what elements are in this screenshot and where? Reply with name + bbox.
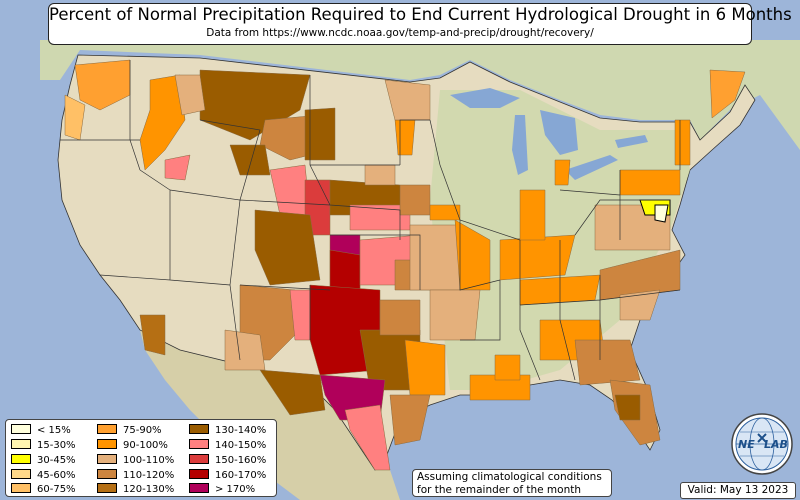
legend-label: > 170%: [215, 484, 256, 495]
lake-ontario: [615, 135, 648, 148]
legend-item: 30-45%: [11, 454, 76, 467]
region-az-brown: [139, 314, 166, 356]
legend-item: 160-170%: [189, 469, 266, 482]
legend-label: 140-150%: [215, 440, 267, 451]
legend-label: 100-110%: [123, 455, 175, 466]
canada-land: [40, 40, 800, 150]
legend-label: < 15%: [37, 425, 71, 436]
legend-label: 110-120%: [123, 470, 175, 481]
logo-text-left: NE: [738, 438, 755, 451]
region-ne-orange: [709, 69, 746, 119]
region-sd-tan: [364, 164, 396, 186]
legend-item: 60-75%: [11, 483, 76, 496]
legend-swatch: [189, 439, 209, 449]
legend-item: 45-60%: [11, 469, 76, 482]
legend-swatch: [189, 483, 209, 493]
legend-swatch: [189, 424, 209, 434]
legend-swatch: [97, 439, 117, 449]
region-ms-orange: [494, 354, 521, 381]
legend-label: 120-130%: [123, 484, 175, 495]
region-in-orange: [519, 189, 546, 241]
legend-label: 130-140%: [215, 425, 267, 436]
legend-label: 60-75%: [37, 484, 76, 495]
region-nm-tan: [224, 329, 266, 371]
legend-label: 15-30%: [37, 440, 76, 451]
legend-item: 15-30%: [11, 439, 76, 452]
legend-swatch: [189, 454, 209, 464]
lake-huron: [540, 110, 578, 155]
region-ar-tan: [429, 289, 481, 341]
legend-item: 120-130%: [97, 483, 174, 496]
region-mi-orange: [554, 159, 571, 186]
region-fl-dark: [614, 394, 641, 421]
region-tx-west: [259, 369, 326, 416]
state-borders: [60, 60, 681, 381]
legend-swatch: [97, 424, 117, 434]
region-tx-gulf: [389, 394, 431, 446]
valid-date: Valid: May 13 2023: [680, 482, 796, 499]
region-ky-orange: [499, 234, 576, 281]
legend-item: 90-100%: [97, 439, 168, 452]
legend-swatch: [11, 439, 31, 449]
lake-michigan: [512, 115, 528, 175]
region-ny-orange: [674, 119, 691, 166]
legend: < 15% 15-30% 30-45% 45-60% 60-75% 75-90% 90-10…: [5, 419, 277, 497]
drought-regions: [64, 59, 746, 471]
region-ia-brown: [399, 184, 431, 216]
region-ga-brown: [574, 339, 641, 386]
map-title: Percent of Normal Precipitation Required…: [49, 5, 792, 24]
region-nd-brown: [304, 107, 336, 161]
region-co-brown: [254, 209, 321, 286]
map-subtitle: Data from https://www.ncdc.noaa.gov/temp…: [206, 27, 594, 39]
region-ar-brown: [379, 299, 421, 336]
region-mo-orange: [454, 219, 491, 291]
legend-item: 150-160%: [189, 454, 266, 467]
legend-item: 75-90%: [97, 424, 162, 437]
mexico-land: [140, 330, 400, 500]
region-sc-tan: [619, 289, 661, 321]
legend-item: 140-150%: [189, 439, 266, 452]
region-tx-orange: [404, 339, 446, 396]
legend-label: 75-90%: [123, 425, 162, 436]
legend-swatch: [97, 469, 117, 479]
legend-swatch: [11, 424, 31, 434]
legend-label: 160-170%: [215, 470, 267, 481]
legend-item: < 15%: [11, 424, 71, 437]
legend-label: 150-160%: [215, 455, 267, 466]
legend-item: 110-120%: [97, 469, 174, 482]
region-wa-orange: [74, 59, 131, 111]
legend-label: 90-100%: [123, 440, 168, 451]
title-box: Percent of Normal Precipitation Required…: [48, 3, 792, 45]
nexlab-globe-logo: NE LAB: [731, 413, 793, 475]
legend-item: 130-140%: [189, 424, 266, 437]
legend-item: > 170%: [189, 483, 255, 496]
legend-swatch: [97, 454, 117, 464]
lake-superior: [450, 88, 520, 108]
region-oh-orange: [619, 169, 681, 196]
legend-item: 100-110%: [97, 454, 174, 467]
region-mt-tan: [174, 74, 206, 116]
legend-swatch: [11, 483, 31, 493]
region-or-pink: [164, 154, 191, 181]
legend-swatch: [97, 483, 117, 493]
legend-swatch: [189, 469, 209, 479]
lake-erie: [565, 155, 618, 180]
logo-text-right: LAB: [764, 438, 788, 451]
region-ks-red: [329, 249, 361, 291]
region-wy-brown3: [229, 144, 271, 176]
note-box: Assuming climatological conditions for t…: [412, 469, 612, 497]
region-wi-orange: [394, 119, 416, 156]
legend-swatch: [11, 454, 31, 464]
region-tx-pink-south: [344, 404, 391, 471]
legend-swatch: [11, 469, 31, 479]
region-md-light: [654, 204, 669, 223]
legend-label: 45-60%: [37, 470, 76, 481]
legend-label: 30-45%: [37, 455, 76, 466]
note-line-2: for the remainder of the month: [417, 483, 582, 496]
note-line-1: Assuming climatological conditions: [417, 471, 602, 483]
